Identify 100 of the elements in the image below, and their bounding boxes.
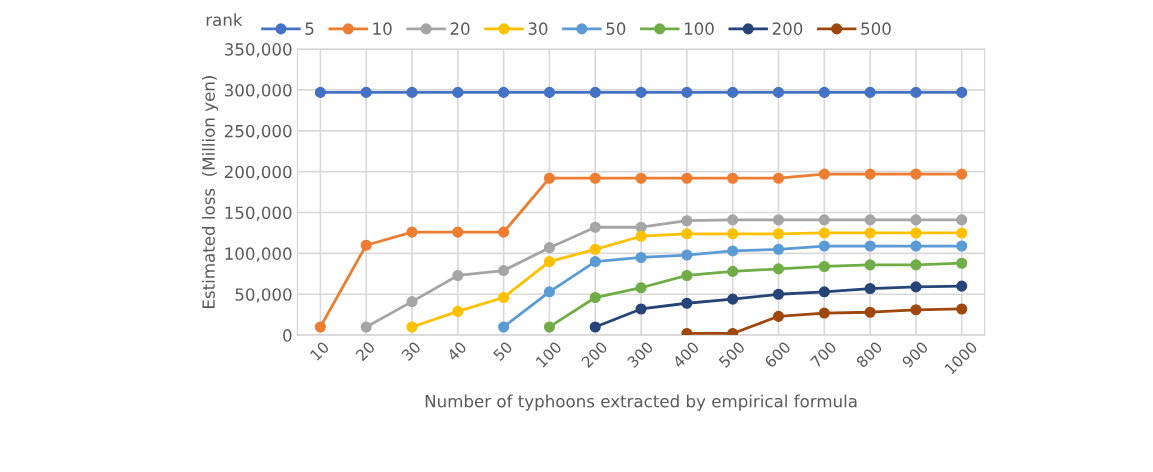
point xyxy=(910,168,922,180)
point xyxy=(864,282,876,295)
point xyxy=(681,249,693,261)
point xyxy=(910,240,922,252)
y-tick-label: 150,000 xyxy=(225,206,292,221)
point xyxy=(543,321,555,333)
point xyxy=(589,243,601,255)
point xyxy=(635,172,647,184)
point xyxy=(727,86,739,98)
point xyxy=(772,214,785,226)
legend-label: 10 xyxy=(373,22,392,35)
point xyxy=(543,286,555,298)
point xyxy=(406,86,418,98)
point xyxy=(956,303,968,315)
point xyxy=(360,239,372,251)
point xyxy=(910,214,922,226)
point xyxy=(543,172,555,184)
y-tick-label: 350,000 xyxy=(224,43,292,58)
point xyxy=(864,306,876,318)
point xyxy=(910,227,922,239)
point xyxy=(956,86,968,98)
point xyxy=(498,226,510,238)
point xyxy=(543,86,555,98)
point xyxy=(772,263,785,275)
point xyxy=(681,297,693,309)
point xyxy=(314,321,326,333)
point xyxy=(635,303,647,315)
point xyxy=(910,304,922,316)
x-axis-title: Number of typhoons extracted by empirical formula xyxy=(425,394,857,411)
point xyxy=(910,259,922,271)
point xyxy=(635,282,647,294)
point xyxy=(818,227,830,239)
point xyxy=(864,259,876,271)
point xyxy=(864,240,876,252)
x-tick-label: 40 xyxy=(446,340,468,362)
point xyxy=(727,214,739,226)
point xyxy=(956,280,968,292)
point xyxy=(864,168,876,180)
legend-label: 20 xyxy=(450,22,470,35)
point xyxy=(498,265,510,277)
point xyxy=(498,86,510,98)
point xyxy=(818,240,830,252)
point xyxy=(818,168,830,180)
point xyxy=(681,269,693,282)
point xyxy=(956,227,968,239)
legend-label: 5 xyxy=(305,22,314,35)
x-tick-label: 30 xyxy=(400,340,422,362)
point xyxy=(772,86,785,98)
point xyxy=(864,86,876,98)
point xyxy=(635,230,647,242)
legend-label: 50 xyxy=(606,22,626,35)
legend-title: rank xyxy=(206,13,243,27)
point xyxy=(864,214,876,226)
y-tick-label: 300,000 xyxy=(224,83,292,99)
x-tick-label: 700 xyxy=(809,340,838,369)
x-tick-label: 400 xyxy=(672,340,700,369)
point xyxy=(452,226,464,238)
y-tick-label: 200,000 xyxy=(224,165,292,180)
point xyxy=(956,257,968,269)
point xyxy=(818,86,830,98)
y-tick-label: 250,000 xyxy=(224,124,292,140)
point xyxy=(727,265,739,277)
point xyxy=(818,286,830,298)
point xyxy=(589,172,601,184)
legend-label: 100 xyxy=(684,22,714,35)
point xyxy=(589,291,601,304)
point xyxy=(543,242,555,254)
point xyxy=(452,86,464,98)
point xyxy=(681,215,693,227)
point xyxy=(772,228,785,240)
point xyxy=(635,251,647,264)
point xyxy=(772,288,785,300)
point xyxy=(589,321,601,333)
legend-label: 30 xyxy=(528,22,548,35)
point xyxy=(956,168,968,180)
point xyxy=(727,228,739,240)
point xyxy=(772,172,785,184)
y-tick-label: 0 xyxy=(283,329,292,342)
point xyxy=(818,260,830,273)
point xyxy=(360,86,372,98)
point xyxy=(314,86,326,98)
point xyxy=(956,240,968,252)
point xyxy=(498,321,510,333)
point xyxy=(406,296,418,308)
point xyxy=(498,291,510,304)
x-tick-label: 800 xyxy=(855,340,883,369)
point xyxy=(360,321,372,333)
y-tick-label: 50,000 xyxy=(235,288,292,303)
point xyxy=(864,227,876,239)
point xyxy=(772,310,785,322)
point xyxy=(589,256,601,268)
legend-label: 500 xyxy=(861,22,891,35)
point xyxy=(818,214,830,226)
point xyxy=(681,172,693,184)
y-tick-label: 100,000 xyxy=(225,247,292,262)
point xyxy=(910,86,922,98)
point xyxy=(543,256,555,268)
point xyxy=(589,221,601,233)
point xyxy=(681,228,693,240)
x-tick-label: 600 xyxy=(763,340,792,369)
